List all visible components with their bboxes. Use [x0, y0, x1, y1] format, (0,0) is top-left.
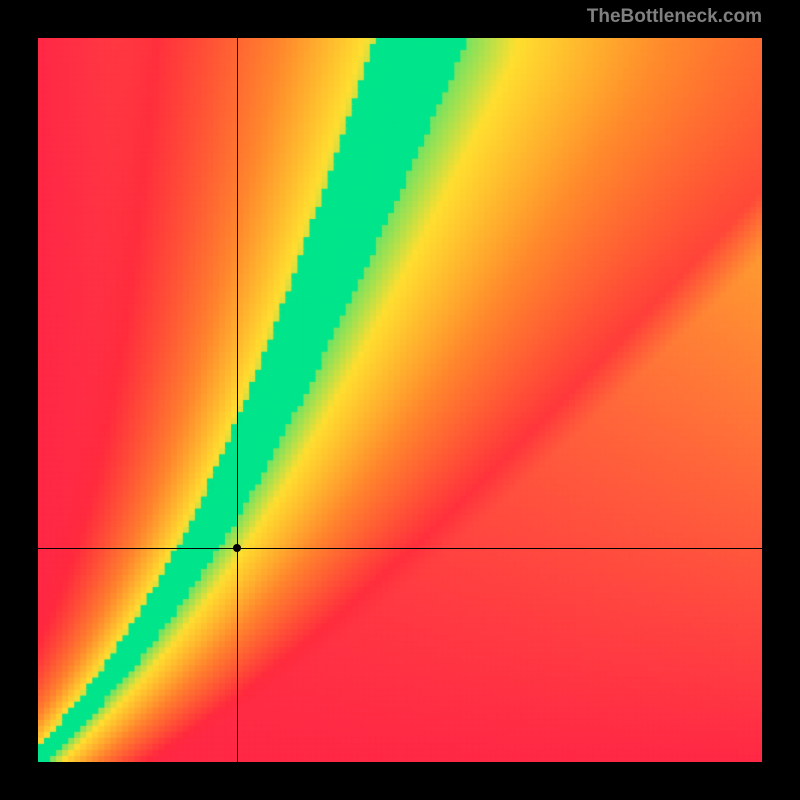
crosshair-marker — [233, 544, 241, 552]
crosshair-horizontal — [38, 548, 762, 549]
crosshair-vertical — [237, 38, 238, 762]
bottleneck-heatmap — [38, 38, 762, 762]
heatmap-canvas — [38, 38, 762, 762]
attribution-text: TheBottleneck.com — [587, 6, 762, 28]
